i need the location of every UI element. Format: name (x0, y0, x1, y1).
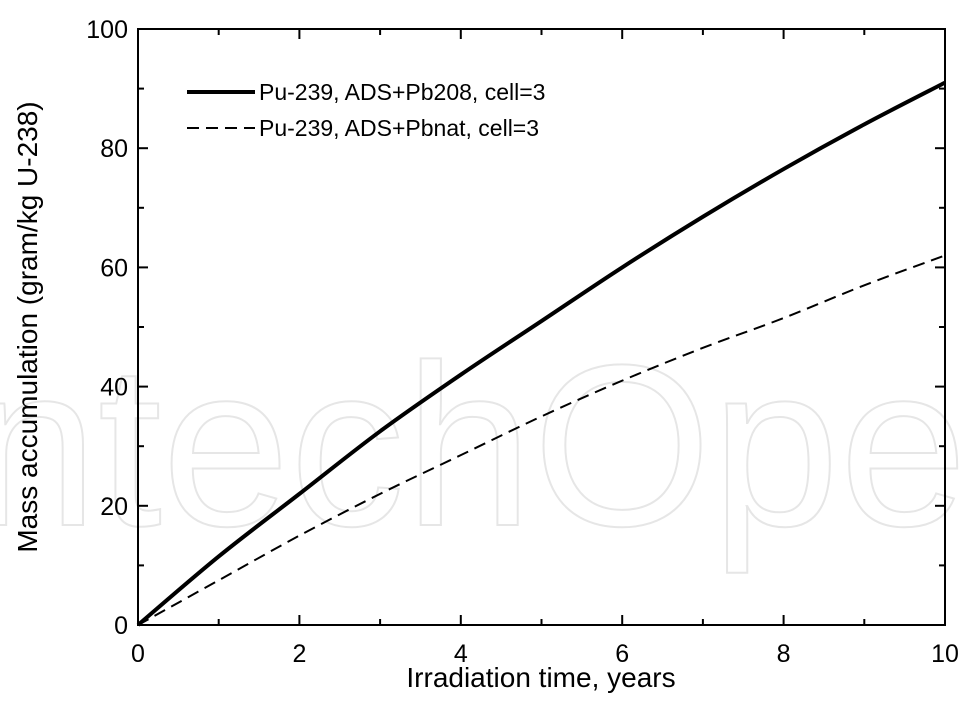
legend-label-1: Pu-239, ADS+Pb208, cell=3 (259, 79, 545, 105)
x-tick-label: 10 (931, 640, 959, 668)
legend: Pu-239, ADS+Pb208, cell=3 Pu-239, ADS+Pbn… (187, 79, 545, 141)
x-tick-label: 2 (292, 640, 306, 668)
series-line-1 (136, 80, 946, 627)
x-tick-label: 6 (615, 640, 629, 668)
y-tick-label: 100 (86, 16, 128, 44)
y-tick-label: 40 (100, 374, 128, 402)
y-tick-label: 60 (100, 254, 128, 282)
y-tick-label: 20 (100, 493, 128, 521)
y-tick-label: 80 (100, 135, 128, 163)
y-axis-title: Mass accumulation (gram/kg U-238) (12, 101, 43, 552)
x-tick-label: 0 (131, 640, 145, 668)
series-lines (136, 80, 946, 627)
x-tick-label: 8 (777, 640, 791, 668)
axis-ticks (137, 28, 946, 626)
x-tick-label: 4 (454, 640, 468, 668)
series-line-2 (137, 254, 946, 626)
x-axis-title: Irradiation time, years (406, 662, 675, 693)
legend-label-2: Pu-239, ADS+Pbnat, cell=3 (259, 115, 539, 141)
y-tick-label: 0 (114, 612, 128, 640)
